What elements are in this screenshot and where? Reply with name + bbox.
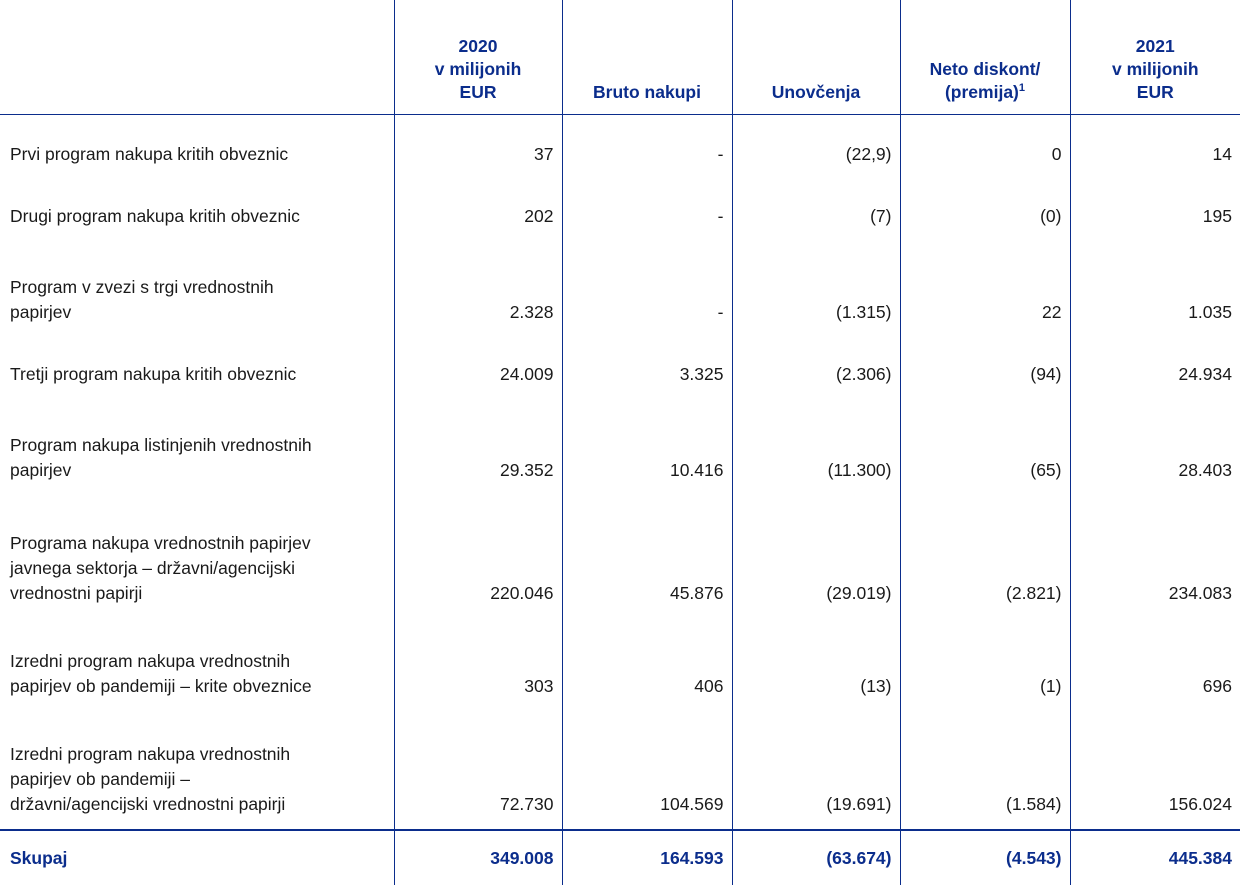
- value-redemptions: (7): [731, 179, 900, 241]
- value-net-discount: (2.821): [899, 495, 1070, 618]
- value-net-discount: (0): [899, 179, 1070, 241]
- table-row: Prvi program nakupa kritih obveznic 37- (2…: [0, 114, 1240, 180]
- value-redemptions: (13): [731, 618, 900, 711]
- row-label: Tretji program nakupa kritih obveznic: [0, 337, 394, 399]
- row-label-line: vrednostni papirji: [10, 583, 143, 603]
- value-2020: 220.046: [393, 495, 562, 618]
- value-2020: 202: [393, 179, 562, 241]
- value-net-discount: (1): [899, 618, 1070, 711]
- header-2021: 2021 v milijonih EUR: [1069, 0, 1240, 115]
- row-label: Program v zvezi s trgi vrednostnih papirj…: [0, 241, 394, 337]
- value-net-discount: (65): [899, 399, 1070, 495]
- footnote-marker: 1: [1018, 82, 1026, 95]
- header-gross-purchases: Bruto nakupi: [561, 0, 732, 115]
- row-label-line: Tretji program nakupa kritih obveznic: [10, 364, 297, 384]
- value-2020: 24.009: [393, 337, 562, 399]
- row-label-line: papirjev: [10, 460, 72, 480]
- value-2021: 696: [1069, 618, 1240, 711]
- value-net-discount: (94): [899, 337, 1070, 399]
- header-2020-currency: EUR: [459, 82, 497, 102]
- value-2021: 195: [1069, 179, 1240, 241]
- header-2021-currency: EUR: [1136, 82, 1174, 102]
- row-label-line: Izredni program nakupa vrednostnih: [10, 744, 291, 764]
- value-gross-purchases: 3.325: [561, 337, 732, 399]
- value-gross-purchases: -: [561, 241, 732, 337]
- table-row: Izredni program nakupa vrednostnih papirj…: [0, 618, 1240, 711]
- value-redemptions: (1.315): [731, 241, 900, 337]
- row-label-line: Drugi program nakupa kritih obveznic: [10, 206, 300, 226]
- value-2020: 72.730: [393, 711, 562, 830]
- header-2021-unit: v milijonih: [1111, 59, 1199, 79]
- value-2021: 28.403: [1069, 399, 1240, 495]
- row-label-line: državni/agencijski vrednostni papirji: [10, 794, 286, 814]
- table-body: Prvi program nakupa kritih obveznic 37- (2…: [0, 114, 1240, 830]
- row-label: Program nakupa listinjenih vrednostnih pa…: [0, 399, 394, 495]
- row-label-line: Izredni program nakupa vrednostnih: [10, 651, 291, 671]
- table-row: Izredni program nakupa vrednostnih papirj…: [0, 711, 1240, 830]
- value-2021: 1.035: [1069, 241, 1240, 337]
- total-redemptions: (63.674): [731, 829, 900, 885]
- header-row: 2020 v milijonih EUR Bruto nakupi Unovče…: [0, 0, 1240, 115]
- value-redemptions: (2.306): [731, 337, 900, 399]
- header-net-discount-line1: Neto diskont/: [929, 59, 1041, 79]
- value-gross-purchases: -: [561, 179, 732, 241]
- row-label-line: Programa nakupa vrednostnih papirjev: [10, 533, 311, 553]
- value-redemptions: (29.019): [731, 495, 900, 618]
- value-2021: 24.934: [1069, 337, 1240, 399]
- row-label: Drugi program nakupa kritih obveznic: [0, 179, 394, 241]
- table-row: Tretji program nakupa kritih obveznic 24.…: [0, 337, 1240, 399]
- header-2020-unit: v milijonih: [434, 59, 522, 79]
- row-label: Izredni program nakupa vrednostnih papirj…: [0, 618, 394, 711]
- table-row: Drugi program nakupa kritih obveznic 202-…: [0, 179, 1240, 241]
- value-redemptions: (19.691): [731, 711, 900, 830]
- total-net-discount: (4.543): [899, 829, 1070, 885]
- value-net-discount: 0: [899, 114, 1070, 179]
- value-2020: 29.352: [393, 399, 562, 495]
- value-2020: 37: [393, 114, 562, 179]
- value-gross-purchases: 104.569: [561, 711, 732, 830]
- value-2021: 156.024: [1069, 711, 1240, 830]
- header-redemptions: Unovčenja: [731, 0, 900, 115]
- row-label: Programa nakupa vrednostnih papirjev javn…: [0, 495, 394, 618]
- table-row: Program v zvezi s trgi vrednostnih papirj…: [0, 241, 1240, 337]
- value-net-discount: (1.584): [899, 711, 1070, 830]
- total-2020: 349.008: [393, 829, 562, 885]
- header-2021-year: 2021: [1135, 36, 1175, 56]
- value-2020: 303: [393, 618, 562, 711]
- value-gross-purchases: 10.416: [561, 399, 732, 495]
- value-2021: 14: [1069, 114, 1240, 179]
- value-2020: 2.328: [393, 241, 562, 337]
- header-2020: 2020 v milijonih EUR: [393, 0, 562, 115]
- total-gross-purchases: 164.593: [561, 829, 732, 885]
- row-label-line: Program nakupa listinjenih vrednostnih: [10, 435, 312, 455]
- header-net-discount: Neto diskont/ (premija)1: [899, 0, 1070, 115]
- header-2020-year: 2020: [458, 36, 498, 56]
- value-gross-purchases: -: [561, 114, 732, 179]
- value-gross-purchases: 45.876: [561, 495, 732, 618]
- total-row: Skupaj 349.008 164.593 (63.674) (4.543) …: [0, 829, 1240, 885]
- row-label: Izredni program nakupa vrednostnih papirj…: [0, 711, 394, 830]
- row-label-line: Program v zvezi s trgi vrednostnih: [10, 277, 274, 297]
- row-label: Prvi program nakupa kritih obveznic: [0, 115, 394, 180]
- row-label-line: papirjev: [10, 302, 72, 322]
- header-net-discount-line2: (premija): [944, 82, 1019, 102]
- value-net-discount: 22: [899, 241, 1070, 337]
- row-label-line: papirjev ob pandemiji –: [10, 769, 190, 789]
- table-row: Programa nakupa vrednostnih papirjev javn…: [0, 495, 1240, 618]
- row-label-line: javnega sektorja – državni/agencijski: [10, 558, 296, 578]
- row-label-line: papirjev ob pandemiji – krite obveznice: [10, 676, 312, 696]
- total-label: Skupaj: [0, 829, 394, 885]
- header-empty: [0, 0, 394, 115]
- table-row: Program nakupa listinjenih vrednostnih pa…: [0, 399, 1240, 495]
- value-gross-purchases: 406: [561, 618, 732, 711]
- value-redemptions: (11.300): [731, 399, 900, 495]
- value-2021: 234.083: [1069, 495, 1240, 618]
- total-2021: 445.384: [1069, 829, 1240, 885]
- value-redemptions: (22,9): [731, 114, 900, 179]
- row-label-line: Prvi program nakupa kritih obveznic: [10, 144, 289, 164]
